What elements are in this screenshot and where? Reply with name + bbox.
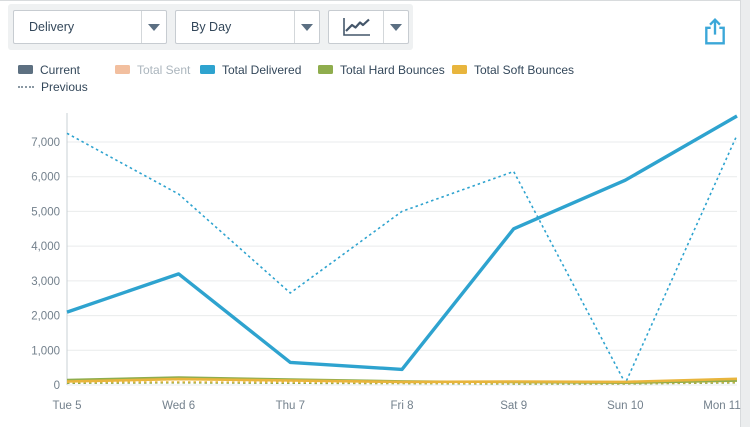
- interval-dropdown[interactable]: By Day: [175, 10, 320, 44]
- legend-label: Total Delivered: [222, 63, 302, 77]
- chart-type-dropdown[interactable]: [328, 10, 409, 44]
- metric-dropdown[interactable]: Delivery: [13, 10, 167, 44]
- legend-item-previous[interactable]: Previous: [18, 80, 88, 94]
- metric-dropdown-value: Delivery: [29, 20, 75, 34]
- legend-item-total-hard-bounces[interactable]: Total Hard Bounces: [318, 63, 445, 77]
- right-gutter: [741, 0, 750, 427]
- legend-swatch: [200, 65, 215, 74]
- legend-item-total-delivered[interactable]: Total Delivered: [200, 63, 301, 77]
- interval-dropdown-value: By Day: [191, 20, 232, 34]
- line-chart: 0 1,000 2,000 3,000 4,000 5,000 6,000 7,000 Tue …: [0, 109, 741, 419]
- x-tick-label: Thu 7: [276, 400, 305, 412]
- series-line-total-hard-bounces-previous[interactable]: [66, 382, 738, 385]
- y-axis-tick-labels: 0 1,000 2,000 3,000 4,000 5,000 6,000 7,000: [31, 137, 60, 392]
- y-tick-label: 0: [54, 380, 60, 392]
- legend-swatch: [115, 65, 130, 74]
- legend-label: Total Soft Bounces: [474, 63, 575, 77]
- x-axis-tick-labels: Tue 5 Wed 6 Thu 7 Fri 8 Sat 9 Sun 10 Mon 11: [53, 400, 741, 412]
- chevron-down-icon: [141, 11, 166, 43]
- y-tick-label: 7,000: [31, 137, 60, 149]
- legend-label: Total Sent: [137, 63, 191, 77]
- legend-item-total-sent[interactable]: Total Sent: [115, 63, 190, 77]
- y-tick-label: 2,000: [31, 311, 60, 323]
- x-tick-label: Sat 9: [500, 400, 527, 412]
- y-tick-label: 3,000: [31, 276, 60, 288]
- y-tick-label: 6,000: [31, 172, 60, 184]
- series-line-total-delivered-previous[interactable]: [66, 132, 738, 385]
- legend-label: Previous: [41, 80, 88, 94]
- line-chart-icon: [329, 16, 383, 38]
- y-tick-label: 5,000: [31, 206, 60, 218]
- x-tick-label: Mon 11: [703, 400, 741, 412]
- series-line-total-soft-bounces-current[interactable]: [66, 377, 738, 384]
- series-line-total-delivered-current[interactable]: [66, 114, 738, 372]
- x-tick-label: Fri 8: [391, 400, 414, 412]
- x-tick-label: Tue 5: [53, 400, 82, 412]
- x-tick-label: Wed 6: [162, 400, 195, 412]
- gridlines: [67, 141, 737, 386]
- legend-label: Total Hard Bounces: [340, 63, 445, 77]
- y-tick-label: 1,000: [31, 345, 60, 357]
- chevron-down-icon: [383, 11, 408, 43]
- chevron-down-icon: [294, 11, 319, 43]
- legend-item-total-soft-bounces[interactable]: Total Soft Bounces: [452, 63, 574, 77]
- y-tick-label: 4,000: [31, 241, 60, 253]
- legend-swatch-dotted: [18, 86, 34, 88]
- legend-item-current[interactable]: Current: [18, 63, 80, 77]
- chart-canvas: 0 1,000 2,000 3,000 4,000 5,000 6,000 7,000 Tue …: [31, 113, 741, 412]
- legend-swatch: [18, 65, 33, 74]
- legend-label: Current: [40, 63, 81, 77]
- series-line-total-soft-bounces-previous[interactable]: [66, 381, 738, 385]
- export-button[interactable]: [698, 16, 732, 49]
- x-tick-label: Sun 10: [607, 400, 643, 412]
- legend-swatch: [318, 65, 333, 74]
- toolbar: Delivery By Day: [8, 4, 413, 50]
- legend-swatch: [452, 65, 467, 74]
- chart-legend: Current Total Sent Total Delivered Total…: [0, 59, 741, 103]
- share-export-icon: [700, 16, 730, 50]
